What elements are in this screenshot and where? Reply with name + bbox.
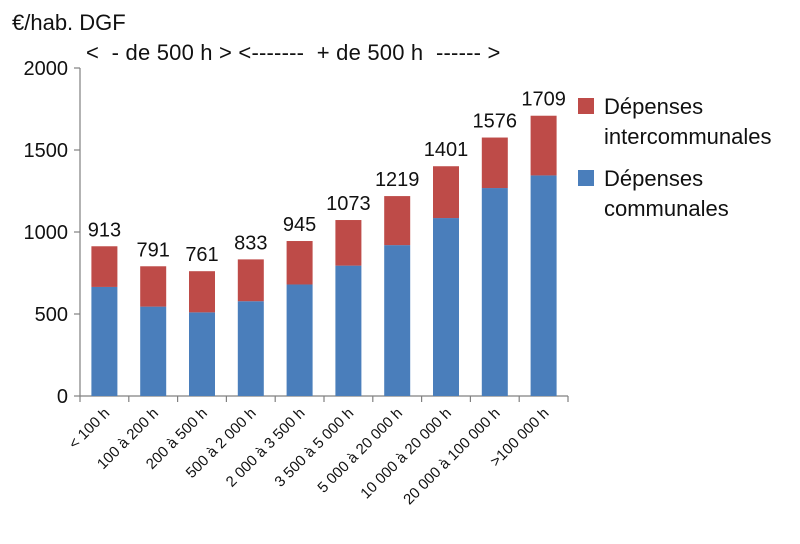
- bar-communales: [384, 245, 411, 396]
- bar-total-label: 833: [234, 232, 267, 254]
- bar-intercommunales: [384, 196, 411, 246]
- x-category-label: 10 000 à 20 000 h: [357, 405, 455, 503]
- bar-total-label: 1401: [424, 139, 469, 161]
- bar-total-label: 913: [88, 219, 121, 241]
- bar-communales: [335, 265, 362, 396]
- bar-intercommunales: [140, 266, 167, 307]
- bar-total-label: 791: [137, 239, 170, 261]
- bar-communales: [286, 284, 313, 396]
- bar-communales: [237, 301, 264, 396]
- bar-total-label: 1219: [375, 169, 420, 191]
- y-tick-label: 1500: [24, 140, 69, 162]
- x-category-label: < 100 h: [66, 405, 114, 453]
- y-tick-label: 500: [35, 304, 68, 326]
- x-category-label: 5 000 à 20 000 h: [314, 405, 406, 497]
- bar-communales: [140, 306, 167, 396]
- legend-swatch-intercommunales: [578, 98, 594, 114]
- bar-intercommunales: [530, 115, 557, 176]
- bar-intercommunales: [481, 137, 508, 189]
- legend: Dépenses intercommunales Dépenses commun…: [578, 92, 798, 236]
- y-tick-label: 0: [57, 386, 68, 408]
- bar-communales: [189, 312, 215, 396]
- legend-item-intercommunales: Dépenses intercommunales: [578, 92, 798, 152]
- bar-communales: [91, 286, 118, 396]
- legend-swatch-communales: [578, 170, 594, 186]
- bar-total-label: 945: [283, 214, 316, 236]
- bar-communales: [481, 188, 508, 396]
- bar-intercommunales: [237, 259, 264, 302]
- bar-total-label: 761: [185, 244, 218, 266]
- legend-label-intercommunales: Dépenses intercommunales: [604, 94, 772, 149]
- bar-intercommunales: [189, 271, 215, 313]
- y-tick-label: 1000: [24, 222, 69, 244]
- bar-intercommunales: [433, 166, 459, 219]
- y-tick-label: 2000: [24, 58, 69, 80]
- legend-item-communales: Dépenses communales: [578, 164, 798, 224]
- bar-total-label: 1709: [521, 89, 566, 111]
- legend-label-communales: Dépenses communales: [604, 166, 729, 221]
- bar-intercommunales: [335, 220, 362, 266]
- bar-total-label: 1073: [326, 193, 371, 215]
- y-unit-label: €/hab. DGF: [12, 10, 126, 35]
- bar-intercommunales: [286, 241, 313, 285]
- bar-communales: [530, 175, 557, 396]
- bar-intercommunales: [91, 246, 118, 287]
- bar-communales: [433, 218, 459, 396]
- population-group-label: < - de 500 h > <------- + de 500 h -----…: [86, 40, 501, 65]
- bar-total-label: 1576: [473, 111, 518, 133]
